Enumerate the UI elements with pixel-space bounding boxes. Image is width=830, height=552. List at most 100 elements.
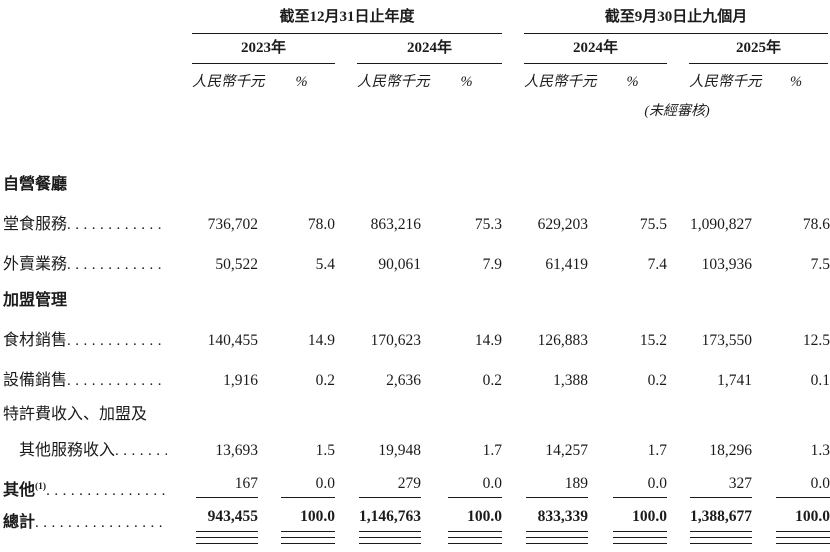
leader-dots (46, 483, 167, 500)
percent-cell: 14.9 (307, 332, 335, 349)
total-amount-cell: 943,455 (185, 500, 258, 552)
amount-cell: 61,419 (545, 256, 589, 273)
percent-cell: 0.1 (810, 372, 830, 389)
amount-cell: 1,388 (553, 372, 589, 389)
leader-dots (67, 373, 167, 390)
amount-cell: 2,636 (386, 372, 421, 389)
percent-cell: 7.4 (647, 256, 668, 273)
row-label: 特許費收入、加盟及 (3, 406, 148, 423)
amount-cell: 279 (335, 460, 421, 500)
percent-cell: 7.5 (810, 256, 830, 273)
percent-header: % (295, 74, 308, 90)
period-group-row: 截至12月31日止年度 截至9月30日止九個月 (0, 0, 830, 34)
leader-dots (115, 443, 167, 460)
row-food-material-sales: 食材銷售 140,455 14.9 170,623 14.9 126,883 1… (0, 310, 830, 350)
total-amount-cell: 1,388,677 (667, 500, 753, 552)
row-franchise-fee-income-line1: 特許費收入、加盟及 (0, 390, 830, 424)
section-label: 加盟管理 (3, 292, 68, 309)
total-percent-cell: 100.0 (588, 500, 668, 552)
percent-cell: 75.3 (474, 216, 503, 233)
amount-unit-header: 人民幣千元 (192, 74, 265, 90)
percent-cell: 0.0 (752, 460, 830, 500)
percent-cell: 12.5 (802, 332, 830, 349)
amount-cell: 629,203 (537, 216, 589, 233)
total-percent-cell: 100.0 (421, 500, 503, 552)
total-percent-cell: 100.0 (752, 500, 830, 552)
amount-cell: 1,090,827 (690, 216, 753, 233)
spacer-row (0, 124, 830, 160)
leader-dots (67, 333, 167, 350)
year-header-2024-nine-months: 2024年 (502, 34, 668, 64)
percent-header: % (789, 74, 803, 90)
unaudited-note: (未經審核) (644, 104, 710, 119)
amount-cell: 327 (667, 460, 753, 500)
section-row-self-operated-restaurants: 自營餐廳 (0, 160, 830, 194)
amount-cell: 189 (502, 460, 589, 500)
total-amount-cell: 1,146,763 (335, 500, 421, 552)
row-others: 其他(1) 167 0.0 279 0.0 189 0.0 327 0.0 (0, 460, 830, 500)
percent-cell: 15.2 (639, 332, 668, 349)
amount-cell: 90,061 (378, 256, 421, 273)
percent-cell: 7.9 (482, 256, 503, 273)
amount-cell: 173,550 (701, 332, 753, 349)
year-header-row: 2023年 2024年 2024年 2025年 (0, 34, 830, 64)
year-header-2025-nine-months: 2025年 (667, 34, 830, 64)
period-group-nine-months: 截至9月30日止九個月 (502, 0, 830, 34)
label-column-spacer (0, 0, 185, 34)
row-label: 食材銷售 (3, 332, 68, 349)
percent-cell: 78.0 (307, 216, 335, 233)
percent-header: % (460, 74, 473, 90)
unit-header-row: 人民幣千元 % 人民幣千元 % 人民幣千元 % 人民幣千元 % (0, 64, 830, 94)
percent-cell: 0.0 (421, 460, 503, 500)
amount-cell: 18,296 (709, 442, 753, 459)
leader-dots (67, 257, 167, 274)
percent-cell: 0.0 (258, 460, 335, 500)
percent-cell: 14.9 (474, 332, 503, 349)
amount-cell: 14,257 (545, 442, 589, 459)
amount-cell: 736,702 (207, 216, 258, 233)
percent-cell: 0.2 (315, 372, 335, 389)
unaudited-note-row: (未經審核) (0, 94, 830, 124)
row-label: 其他(1) (3, 482, 47, 499)
amount-cell: 1,916 (223, 372, 258, 389)
amount-cell: 50,522 (215, 256, 258, 273)
amount-cell: 103,936 (701, 256, 753, 273)
footnote-marker: (1) (35, 482, 47, 492)
percent-cell: 1.3 (810, 442, 830, 459)
amount-cell: 13,693 (215, 442, 258, 459)
amount-cell: 167 (185, 460, 258, 500)
year-header-2024: 2024年 (335, 34, 503, 64)
total-percent-cell: 100.0 (258, 500, 335, 552)
row-label: 其他服務收入 (19, 442, 116, 459)
percent-cell: 78.6 (802, 216, 830, 233)
amount-unit-header: 人民幣千元 (357, 74, 430, 90)
amount-cell: 170,623 (370, 332, 421, 349)
section-row-franchise-management: 加盟管理 (0, 274, 830, 310)
amount-unit-header: 人民幣千元 (524, 74, 597, 90)
amount-cell: 126,883 (537, 332, 589, 349)
section-label: 自營餐廳 (3, 176, 68, 193)
total-label: 總計 (3, 514, 36, 531)
amount-unit-header: 人民幣千元 (689, 74, 762, 90)
percent-cell: 5.4 (315, 256, 335, 273)
year-header-2023: 2023年 (185, 34, 335, 64)
amount-cell: 1,741 (717, 372, 753, 389)
amount-cell: 140,455 (207, 332, 258, 349)
amount-cell: 19,948 (378, 442, 421, 459)
percent-cell: 1.5 (315, 442, 335, 459)
row-label: 設備銷售 (3, 372, 68, 389)
row-label: 外賣業務 (3, 256, 68, 273)
percent-cell: 0.2 (647, 372, 668, 389)
percent-cell: 75.5 (639, 216, 668, 233)
row-other-service-income: 其他服務收入 13,693 1.5 19,948 1.7 14,257 1.7 … (0, 424, 830, 460)
percent-header: % (626, 74, 639, 90)
leader-dots (67, 217, 167, 234)
row-dine-in-services: 堂食服務 736,702 78.0 863,216 75.3 629,203 7… (0, 194, 830, 234)
percent-cell: 0.0 (588, 460, 668, 500)
percent-cell: 1.7 (482, 442, 503, 459)
row-total: 總計 943,455 100.0 1,146,763 100.0 833,339… (0, 500, 830, 552)
row-equipment-sales: 設備銷售 1,916 0.2 2,636 0.2 1,388 0.2 1,741… (0, 350, 830, 390)
leader-dots (35, 515, 167, 532)
period-group-annual-title: 截至12月31日止年度 (192, 5, 503, 34)
